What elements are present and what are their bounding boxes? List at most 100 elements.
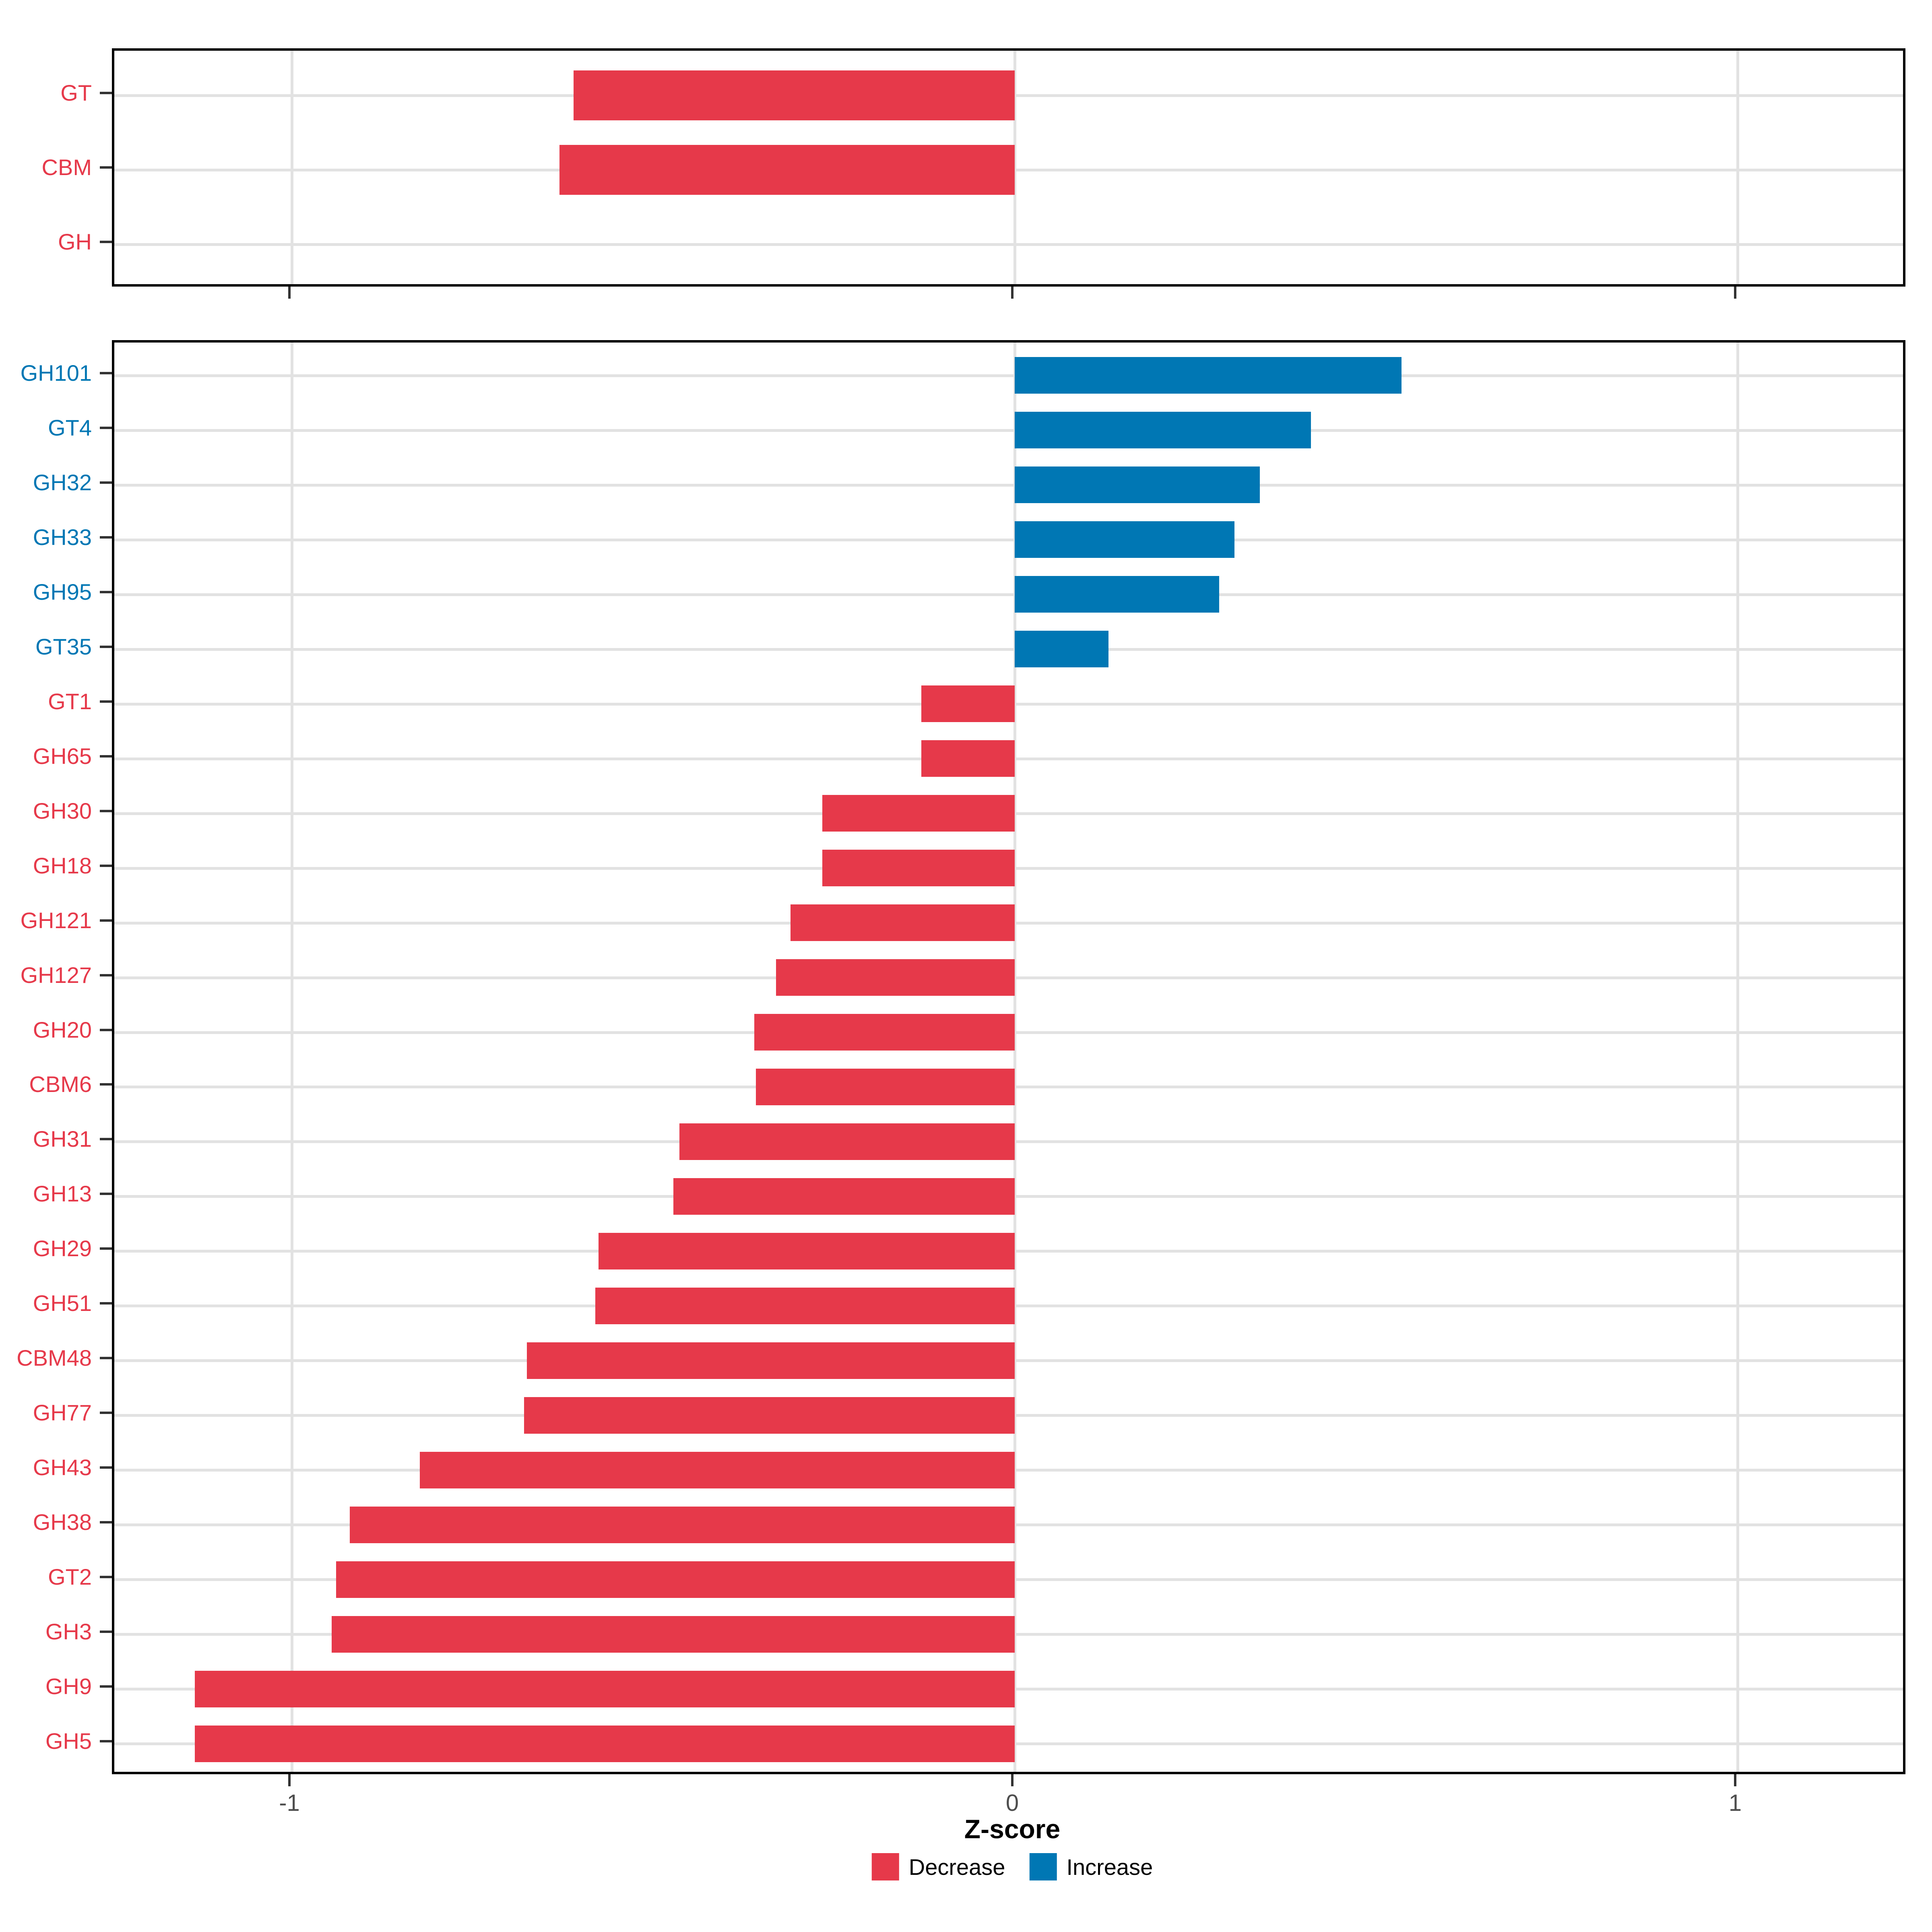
y-axis-tick [100, 481, 112, 484]
x-axis-tick [288, 287, 291, 299]
bar-GH5 [195, 1725, 1015, 1762]
y-label-GH31: GH31 [33, 1126, 92, 1152]
y-label-CBM: CBM [41, 155, 92, 180]
y-axis-tick [100, 809, 112, 812]
y-axis-tick [100, 1138, 112, 1141]
y-label-GH3: GH3 [45, 1619, 92, 1645]
legend-label-decrease: Decrease [908, 1854, 1005, 1880]
bar-GT4 [1015, 412, 1311, 449]
y-label-GH43: GH43 [33, 1455, 92, 1480]
y-axis-tick [100, 1193, 112, 1195]
bar-GH30 [822, 795, 1015, 832]
y-label-GH77: GH77 [33, 1400, 92, 1426]
y-label-CBM6: CBM6 [29, 1071, 92, 1097]
bar-GH20 [754, 1014, 1015, 1051]
y-axis-tick [100, 755, 112, 758]
x-axis-tick [1011, 1774, 1013, 1786]
bar-GT1 [921, 685, 1015, 722]
bar-GH101 [1015, 357, 1402, 394]
y-axis-tick [100, 92, 112, 94]
bar-GH33 [1015, 521, 1234, 558]
x-axis-tick [1734, 287, 1736, 299]
y-label-GH101: GH101 [20, 360, 92, 386]
y-axis-tick [100, 1028, 112, 1031]
y-axis-tick [100, 372, 112, 374]
y-axis-tick [100, 426, 112, 429]
bottom-panel [112, 340, 1905, 1774]
h-gridline [114, 429, 1903, 432]
bar-CBM6 [756, 1068, 1015, 1105]
y-axis-tick [100, 1521, 112, 1524]
legend-swatch-increase [1029, 1853, 1057, 1880]
bar-GH13 [673, 1178, 1015, 1215]
h-gridline [114, 593, 1903, 596]
top-panel [112, 48, 1905, 287]
y-label-GH20: GH20 [33, 1017, 92, 1042]
bar-GH43 [419, 1451, 1015, 1488]
bar-GH77 [524, 1397, 1015, 1434]
y-axis-tick [100, 536, 112, 539]
legend-label-increase: Increase [1066, 1854, 1153, 1880]
bar-GH31 [679, 1123, 1015, 1160]
h-gridline [114, 483, 1903, 487]
v-gridline [1736, 343, 1739, 1772]
y-axis-tick [100, 974, 112, 976]
y-label-GT4: GT4 [48, 415, 92, 440]
y-label-GT2: GT2 [48, 1564, 92, 1590]
y-axis-tick [100, 1302, 112, 1305]
x-tick-label: -1 [279, 1790, 300, 1816]
y-axis-tick [100, 700, 112, 703]
bar-CBM48 [526, 1342, 1015, 1379]
y-axis-tick [100, 919, 112, 922]
bar-GH9 [195, 1670, 1015, 1707]
y-label-GH9: GH9 [45, 1674, 92, 1699]
bar-GT2 [336, 1561, 1015, 1598]
y-label-GH18: GH18 [33, 852, 92, 878]
y-axis-tick [100, 1466, 112, 1469]
y-label-GH38: GH38 [33, 1509, 92, 1535]
y-label-GH33: GH33 [33, 524, 92, 550]
bar-GH95 [1015, 576, 1220, 613]
y-label-GT: GT [60, 80, 92, 105]
y-label-GH65: GH65 [33, 743, 92, 769]
y-label-GH5: GH5 [45, 1728, 92, 1754]
y-axis-tick [100, 864, 112, 867]
y-label-GH: GH [58, 229, 92, 254]
x-axis-tick [1734, 1774, 1736, 1786]
y-axis-tick [100, 166, 112, 169]
y-label-GT35: GT35 [35, 634, 92, 659]
h-gridline [114, 243, 1903, 246]
bar-GH65 [921, 740, 1015, 777]
y-axis-tick [100, 1083, 112, 1086]
legend-swatch-decrease [871, 1853, 899, 1880]
bar-GH51 [595, 1287, 1015, 1324]
y-axis-tick [100, 1412, 112, 1414]
x-tick-label: 0 [1005, 1790, 1019, 1816]
y-label-GH121: GH121 [20, 907, 92, 933]
y-label-GH127: GH127 [20, 962, 92, 988]
y-label-GH32: GH32 [33, 469, 92, 495]
y-axis-tick [100, 241, 112, 243]
y-label-CBM48: CBM48 [17, 1345, 92, 1371]
h-gridline [114, 648, 1903, 651]
bar-GH29 [598, 1232, 1015, 1269]
y-label-GH29: GH29 [33, 1236, 92, 1261]
y-label-GH13: GH13 [33, 1181, 92, 1207]
y-label-GH95: GH95 [33, 579, 92, 605]
y-axis-tick [100, 645, 112, 648]
bar-GH32 [1015, 466, 1260, 504]
y-label-GT1: GT1 [48, 688, 92, 714]
v-gridline [1013, 343, 1016, 1772]
x-axis-title: Z-score [964, 1814, 1061, 1844]
h-gridline [114, 538, 1903, 541]
y-axis-tick [100, 1740, 112, 1743]
legend: Decrease Increase [871, 1853, 1153, 1880]
x-axis-tick [1011, 287, 1013, 299]
bar-GH18 [822, 850, 1015, 887]
bar-GH121 [791, 904, 1015, 941]
y-axis-tick [100, 1685, 112, 1688]
bar-GH3 [331, 1616, 1015, 1653]
v-gridline [1013, 51, 1016, 284]
bar-GT35 [1015, 631, 1109, 668]
